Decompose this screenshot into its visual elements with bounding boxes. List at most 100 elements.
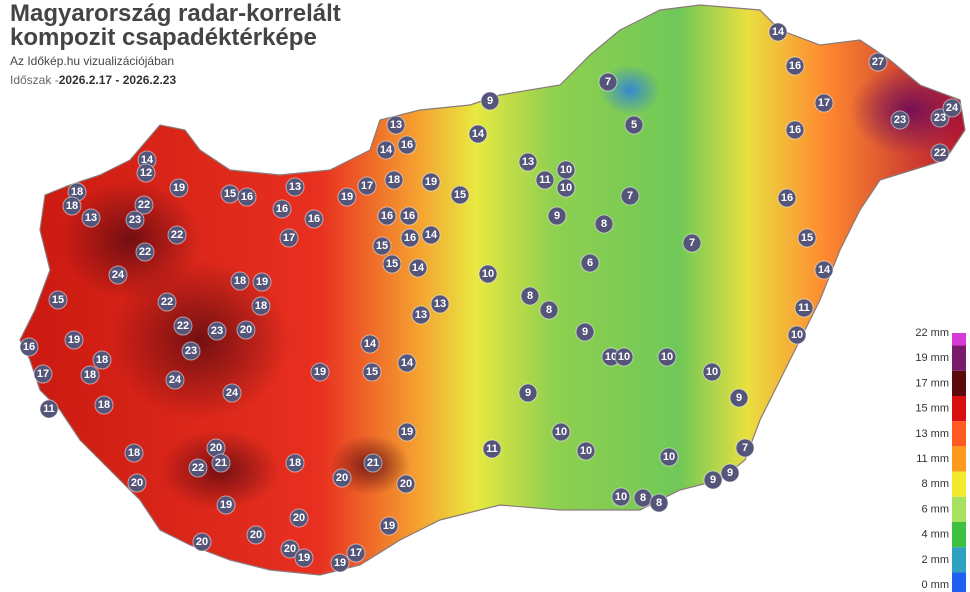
station-marker: [169, 178, 189, 198]
station-value: 18: [388, 174, 400, 186]
station-marker: [294, 548, 314, 568]
legend-label: 8 mm: [922, 478, 950, 490]
station: 16: [272, 199, 292, 219]
station-value: 14: [141, 154, 154, 166]
station: 16: [785, 56, 805, 76]
station-marker: [814, 260, 834, 280]
station: 18: [124, 443, 144, 463]
station: 18: [92, 350, 112, 370]
station-value: 10: [555, 426, 567, 438]
period-range: 2026.2.17 - 2026.2.23: [58, 73, 177, 87]
subtitle: Az Időkép.hu vizualizációjában: [10, 54, 175, 68]
station-marker: [372, 236, 392, 256]
station-value: 19: [314, 366, 326, 378]
station-marker: [785, 56, 805, 76]
legend-swatch: [952, 396, 966, 422]
legend-label: 6 mm: [922, 503, 950, 515]
station: 22: [173, 316, 193, 336]
legend-swatch: [952, 547, 966, 573]
station-value: 17: [818, 97, 830, 109]
station: 17: [357, 176, 377, 196]
station-value: 16: [781, 192, 793, 204]
station: 16: [304, 209, 324, 229]
station-marker: [237, 187, 257, 207]
station-value: 10: [580, 445, 592, 457]
station-marker: [188, 458, 208, 478]
period-label: Időszak -: [10, 73, 59, 87]
station: 9: [720, 463, 740, 483]
station-value: 14: [364, 338, 377, 350]
station-value: 9: [487, 95, 493, 107]
station-marker: [39, 399, 59, 419]
station-marker: [720, 463, 740, 483]
station-marker: [399, 206, 419, 226]
legend-label: 2 mm: [922, 554, 950, 566]
station: 8: [594, 214, 614, 234]
station-value: 10: [560, 182, 572, 194]
station-value: 18: [289, 457, 301, 469]
station-value: 9: [727, 467, 733, 479]
station-value: 8: [640, 492, 646, 504]
station-value: 22: [192, 462, 204, 474]
station-marker: [181, 341, 201, 361]
station-value: 24: [946, 102, 959, 114]
station-marker: [124, 443, 144, 463]
station-marker: [230, 271, 250, 291]
station-value: 12: [140, 167, 152, 179]
station-marker: [397, 422, 417, 442]
station-value: 8: [527, 290, 533, 302]
station: 9: [480, 91, 500, 111]
station-value: 15: [801, 232, 813, 244]
station-marker: [620, 186, 640, 206]
station-marker: [594, 214, 614, 234]
station: 15: [220, 184, 240, 204]
station-marker: [167, 225, 187, 245]
station-marker: [814, 93, 834, 113]
station: 19: [337, 187, 357, 207]
station-value: 20: [400, 478, 412, 490]
station-value: 22: [139, 246, 151, 258]
station-value: 16: [276, 203, 288, 215]
station-marker: [285, 453, 305, 473]
station: 16: [19, 337, 39, 357]
station: 9: [575, 322, 595, 342]
station: 20: [289, 508, 309, 528]
station-marker: [794, 298, 814, 318]
station-value: 19: [220, 499, 232, 511]
station-marker: [785, 120, 805, 140]
station: 10: [576, 441, 596, 461]
station-marker: [397, 135, 417, 155]
station: 9: [729, 388, 749, 408]
station: 19: [294, 548, 314, 568]
station: 16: [785, 120, 805, 140]
station-value: 15: [454, 189, 466, 201]
station-value: 20: [240, 324, 252, 336]
station: 23: [207, 321, 227, 341]
station-value: 21: [367, 457, 379, 469]
station-marker: [357, 176, 377, 196]
legend-swatch: [952, 446, 966, 472]
station-marker: [108, 265, 128, 285]
legend-label: 19 mm: [915, 352, 949, 364]
station-value: 10: [618, 351, 630, 363]
station-value: 17: [37, 368, 49, 380]
legend-label: 4 mm: [922, 529, 950, 541]
legend-swatch: [952, 345, 966, 371]
station: 14: [408, 258, 428, 278]
station-value: 11: [486, 443, 498, 455]
station-marker: [575, 322, 595, 342]
station: 22: [167, 225, 187, 245]
station: 19: [397, 422, 417, 442]
station-marker: [729, 388, 749, 408]
station-marker: [332, 468, 352, 488]
station-marker: [576, 441, 596, 461]
station-marker: [330, 553, 350, 573]
station-marker: [362, 362, 382, 382]
station: 17: [279, 228, 299, 248]
station-value: 9: [554, 210, 560, 222]
station-marker: [535, 170, 555, 190]
station: 11: [39, 399, 59, 419]
station-value: 20: [210, 442, 222, 454]
station-value: 24: [112, 269, 125, 281]
station: 19: [169, 178, 189, 198]
